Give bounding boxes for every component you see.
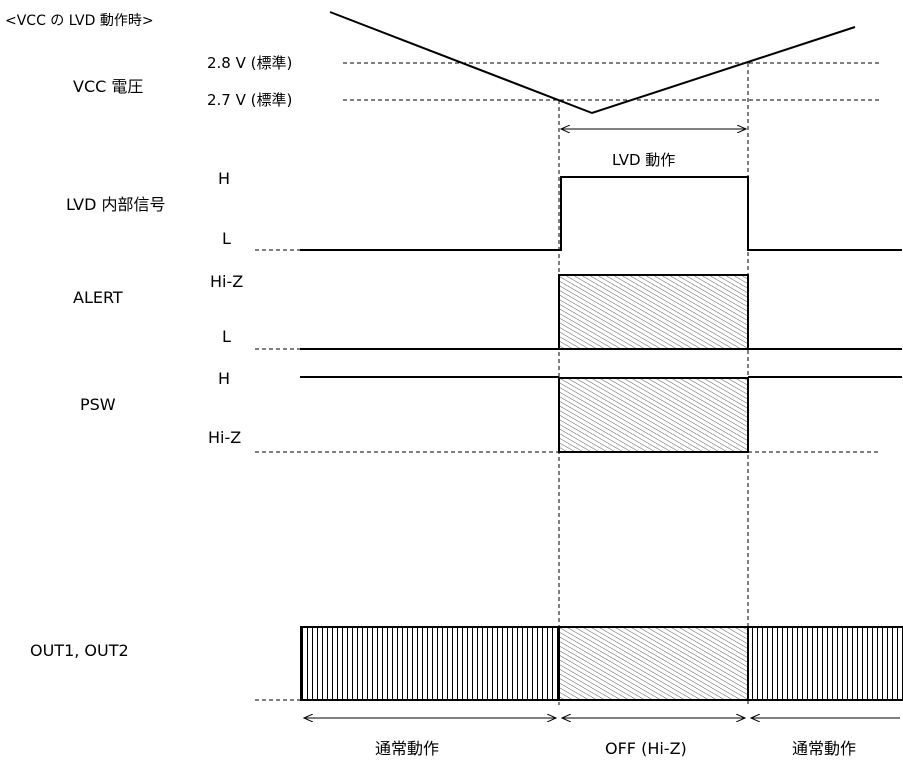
alert-label: ALERT <box>73 288 123 307</box>
lvd-signal-low: L <box>222 229 231 248</box>
alert-high: Hi-Z <box>210 272 243 291</box>
phase-label-normal-right: 通常動作 <box>792 739 856 758</box>
diagram-title: <VCC の LVD 動作時> <box>5 13 154 29</box>
lvd-signal-waveform <box>300 177 902 250</box>
alert-low: L <box>222 327 231 346</box>
vcc-level-low: 2.7 V (標準) <box>207 91 292 109</box>
psw-high: H <box>218 369 230 388</box>
phase-label-off: OFF (Hi-Z) <box>605 739 687 758</box>
out-off-region <box>559 627 748 700</box>
lvd-period-label: LVD 動作 <box>612 151 675 169</box>
vcc-level-high: 2.8 V (標準) <box>207 54 292 72</box>
psw-low: Hi-Z <box>208 428 241 447</box>
vcc-label: VCC 電圧 <box>73 77 143 96</box>
psw-undefined-region <box>559 378 748 452</box>
lvd-signal-label: LVD 内部信号 <box>66 195 166 214</box>
out-active-region-right <box>748 627 903 700</box>
psw-label: PSW <box>80 395 116 414</box>
out-label: OUT1, OUT2 <box>30 641 129 660</box>
lvd-signal-high: H <box>218 169 230 188</box>
out-active-region-left <box>301 627 559 700</box>
phase-label-normal-left: 通常動作 <box>375 739 439 758</box>
alert-undefined-region <box>559 275 748 349</box>
